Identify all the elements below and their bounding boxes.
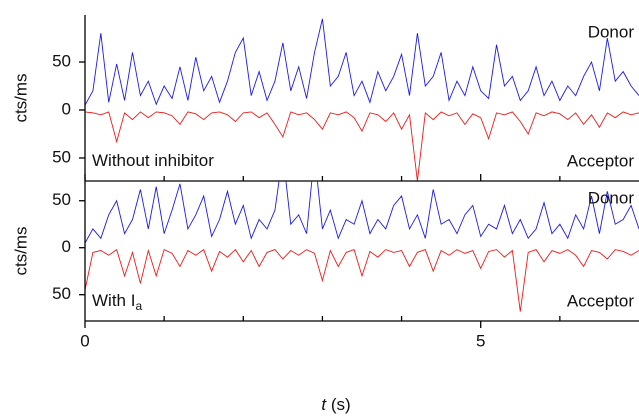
x-tick-label: 0 — [80, 331, 89, 350]
y-axis-label: cts/ms — [11, 73, 30, 122]
y-tick-label: 50 — [52, 52, 71, 71]
donor-label: Donor — [588, 22, 635, 41]
y-tick-label: 50 — [52, 284, 71, 303]
y-axis-label: cts/ms — [11, 226, 30, 275]
y-tick-label: 0 — [62, 99, 71, 118]
y-tick-label: 0 — [62, 237, 71, 256]
condition-subscript: a — [135, 299, 142, 313]
donor-label: Donor — [588, 188, 635, 207]
plot-area — [85, 18, 639, 181]
condition-text: Without inhibitor — [92, 151, 214, 170]
acceptor-label: Acceptor — [567, 151, 634, 170]
condition-label: With Ia — [92, 291, 142, 313]
trace-line — [85, 248, 639, 312]
condition-text: With I — [92, 291, 135, 310]
x-axis-unit: (s) — [331, 395, 351, 414]
plot-area — [85, 181, 639, 312]
x-axis-var: t — [321, 395, 327, 414]
acceptor-label: Acceptor — [567, 291, 634, 310]
x-tick-label: 5 — [476, 331, 485, 350]
y-tick-label: 50 — [52, 147, 71, 166]
trace-line — [85, 18, 639, 106]
x-axis-label: t (s) — [321, 395, 350, 414]
y-tick-label: 50 — [52, 190, 71, 209]
trace-line — [85, 181, 639, 244]
condition-label: Without inhibitor — [92, 151, 214, 170]
trace-line — [85, 111, 639, 181]
